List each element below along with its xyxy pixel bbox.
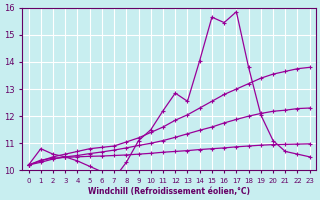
X-axis label: Windchill (Refroidissement éolien,°C): Windchill (Refroidissement éolien,°C)	[88, 187, 250, 196]
